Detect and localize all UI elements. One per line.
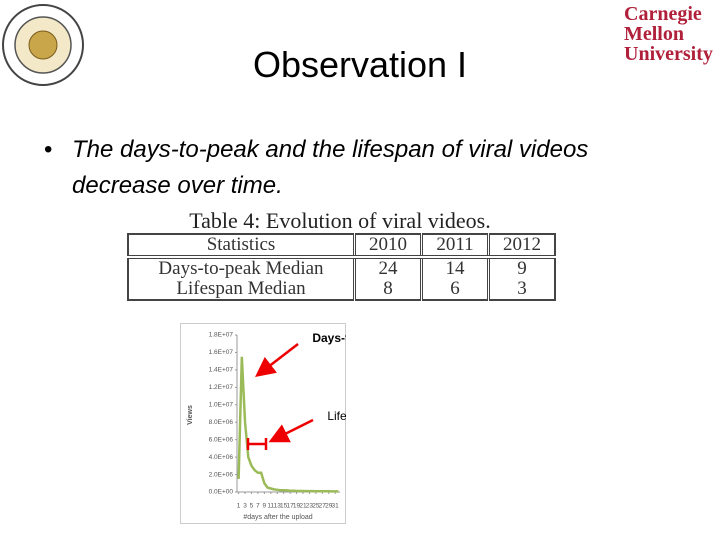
y-tick-label: 4.0E+06	[209, 454, 234, 461]
x-tick-label: 27	[319, 503, 327, 510]
table-row: Lifespan Median 8 6 3	[128, 279, 555, 300]
x-tick-label: 1	[237, 503, 241, 510]
y-tick-label: 8.0E+06	[209, 419, 234, 426]
y-tick-label: 1.4E+07	[209, 367, 234, 374]
x-tick-label: 5	[250, 503, 254, 510]
x-tick-label: 15	[280, 503, 288, 510]
bullet-text: The days-to-peak and the lifespan of vir…	[72, 136, 589, 199]
cell: 2012	[487, 234, 555, 259]
table: Statistics 2010 2011 2012 Days-to-peak M…	[127, 233, 556, 301]
annotation: Lifespan	[327, 409, 346, 423]
cell: Statistics	[128, 234, 355, 259]
line	[237, 356, 339, 493]
seal	[2, 4, 84, 86]
y-axis-label: Views	[187, 405, 194, 425]
table-header: Statistics 2010 2011 2012	[128, 234, 555, 259]
x-tick-label: 11	[267, 503, 274, 510]
x-axis-label: #days after the upload	[243, 514, 312, 521]
y-tick-label: 2.0E+06	[209, 471, 234, 478]
slide-title: Observation I	[252, 44, 468, 85]
x-tick-label: 19	[293, 503, 301, 510]
cell: 24	[353, 257, 422, 279]
y-tick-label: 1.0E+07	[209, 401, 234, 408]
x-tick-label: 25	[312, 503, 320, 510]
cell: 9	[487, 257, 555, 279]
cell: 2011	[420, 234, 489, 259]
x-tick-label: 17	[286, 503, 294, 510]
annotation: Days-to-peak	[312, 331, 346, 345]
y-tick-label: 1.6E+07	[209, 349, 234, 356]
cell: 14	[420, 257, 489, 279]
x-tick-label: 31	[332, 503, 340, 510]
cell: 6	[420, 279, 489, 300]
x-tick-label: 29	[325, 503, 333, 510]
bullet: • The days-to-peak and the lifespan of vi…	[44, 132, 644, 204]
cell: 8	[353, 279, 422, 300]
x-tick-label: 9	[263, 503, 267, 510]
logo-line: Carnegie	[624, 3, 702, 25]
table-caption: Table 4: Evolution of viral videos.	[189, 208, 491, 233]
chart-frame	[180, 323, 346, 524]
y-tick-label: 0.0E+00	[209, 489, 234, 496]
cell: 2010	[353, 234, 422, 259]
x-tick-label: 13	[274, 503, 282, 510]
cell: Lifespan Median	[176, 278, 306, 299]
logo-line: University	[624, 43, 713, 65]
x-tick-label: 3	[243, 503, 247, 510]
logo: Carnegie Mellon University	[624, 4, 713, 64]
y-tick-label: 1.8E+07	[209, 332, 234, 339]
x-tick-label: 23	[306, 503, 314, 510]
y-tick-label: 1.2E+07	[209, 384, 234, 391]
chart: Views #days after the upload Days-to-pea…	[180, 323, 346, 524]
x-tick-label: 7	[256, 503, 260, 510]
x-tick-label: 21	[299, 503, 307, 510]
cell: 3	[487, 279, 555, 300]
cell: Days-to-peak Median	[158, 258, 324, 279]
logo-line: Mellon	[624, 23, 684, 45]
y-tick-label: 6.0E+06	[209, 436, 234, 443]
table-row: Days-to-peak Median 24 14 9	[128, 257, 555, 279]
